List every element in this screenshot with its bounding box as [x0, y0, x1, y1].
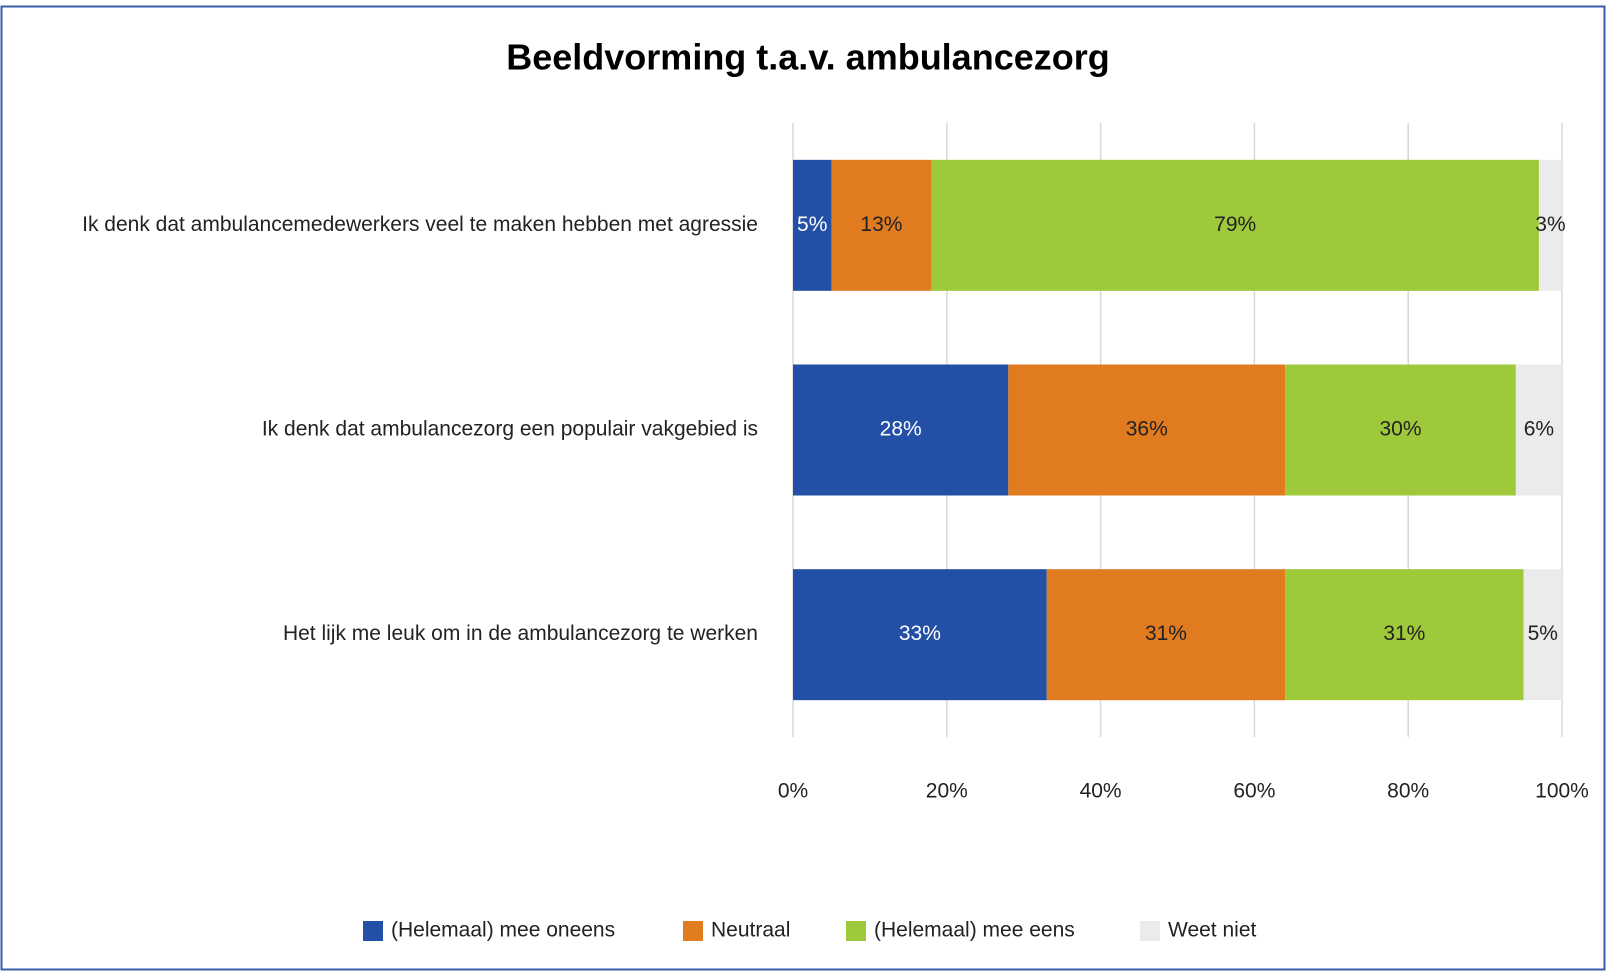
legend-label: (Helemaal) mee oneens	[391, 919, 615, 942]
bar-segment	[831, 159, 932, 291]
data-label: 3%	[1535, 213, 1565, 236]
legend-swatch	[363, 921, 383, 941]
y-tick-label: Het lijk me leuk om in de ambulancezorg …	[283, 622, 758, 645]
chart-title: Beeldvorming t.a.v. ambulancezorg	[506, 37, 1109, 78]
legend-swatch	[846, 921, 866, 941]
bar-segment	[1285, 364, 1516, 496]
legend-label: (Helemaal) mee eens	[874, 919, 1075, 942]
legend-label: Weet niet	[1168, 919, 1256, 942]
y-tick-label: Ik denk dat ambulancezorg een populair v…	[262, 418, 758, 441]
data-label: 31%	[1383, 622, 1425, 645]
data-label: 28%	[880, 418, 922, 441]
data-label: 36%	[1126, 418, 1168, 441]
y-tick-label: Ik denk dat ambulancemedewerkers veel te…	[82, 213, 758, 236]
bar-segment	[793, 569, 1047, 701]
x-tick-label: 60%	[1233, 780, 1275, 803]
data-label: 5%	[1528, 622, 1558, 645]
legend-swatch	[1140, 921, 1160, 941]
bar-segment	[793, 159, 832, 291]
bar-segment	[1538, 159, 1562, 291]
data-label: 79%	[1214, 213, 1256, 236]
data-label: 33%	[899, 622, 941, 645]
x-tick-label: 100%	[1535, 780, 1589, 803]
x-tick-label: 20%	[926, 780, 968, 803]
data-label: 6%	[1524, 418, 1554, 441]
bar-segment	[1523, 569, 1562, 701]
legend-swatch	[683, 921, 703, 941]
x-tick-label: 40%	[1080, 780, 1122, 803]
legend-label: Neutraal	[711, 919, 790, 942]
x-tick-label: 0%	[778, 780, 808, 803]
data-label: 5%	[797, 213, 827, 236]
data-label: 13%	[860, 213, 902, 236]
bar-segment	[793, 364, 1009, 496]
x-tick-label: 80%	[1387, 780, 1429, 803]
bar-segment	[1515, 364, 1562, 496]
data-label: 31%	[1145, 622, 1187, 645]
bar-segment	[1008, 364, 1286, 496]
bar-segment	[931, 159, 1539, 291]
data-label: 30%	[1379, 418, 1421, 441]
bar-segment	[1285, 569, 1524, 701]
bar-segment	[1046, 569, 1286, 701]
